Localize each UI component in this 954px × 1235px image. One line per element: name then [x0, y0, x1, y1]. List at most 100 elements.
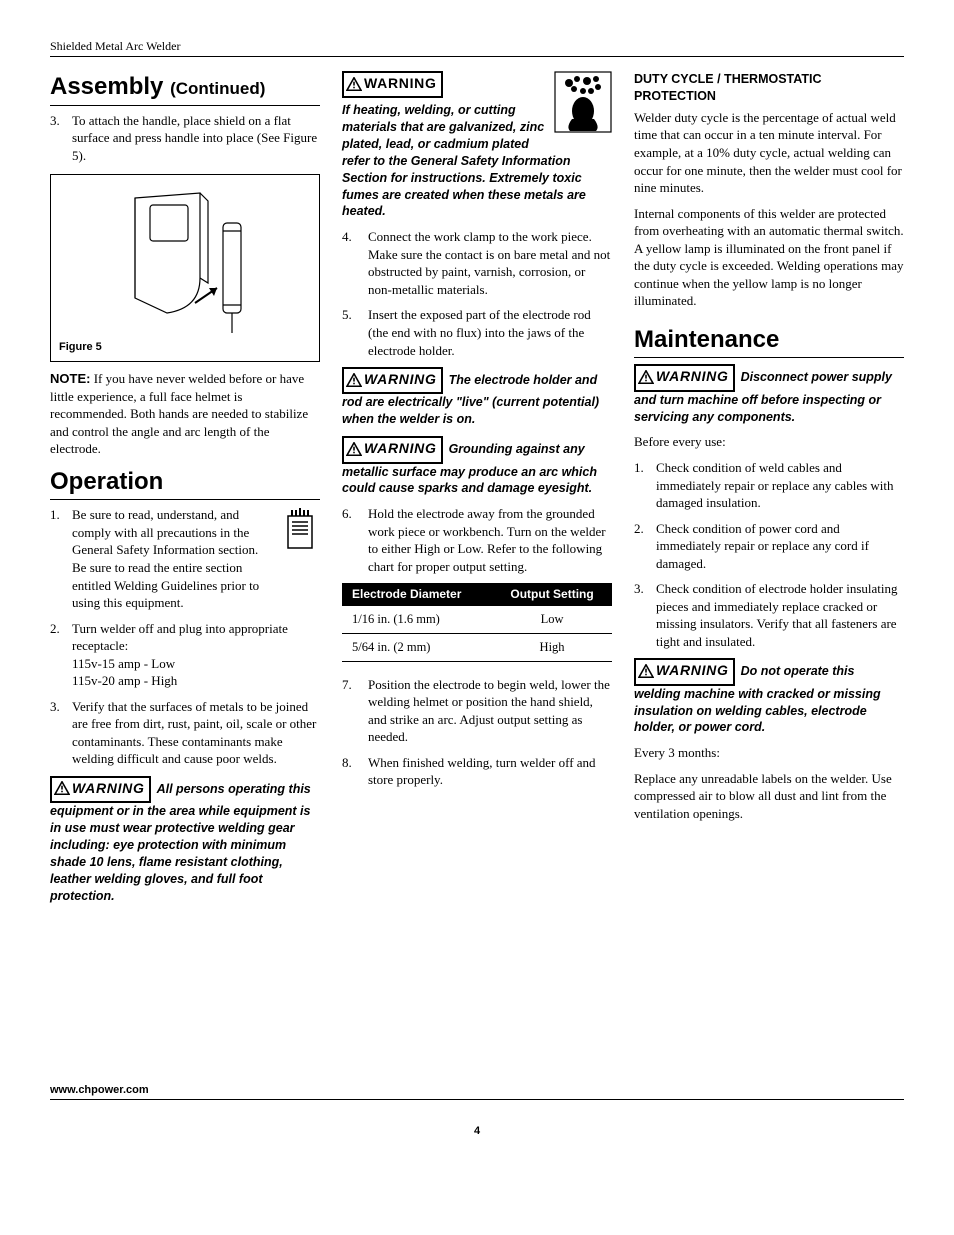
table-row: 5/64 in. (2 mm) High	[342, 633, 612, 661]
item-text: Check condition of weld cables and immed…	[656, 459, 904, 512]
item-number: 6.	[342, 505, 362, 575]
table-header: Output Setting	[492, 583, 612, 605]
item-number: 1.	[50, 506, 66, 611]
electrode-table: Electrode Diameter Output Setting 1/16 i…	[342, 583, 612, 661]
warning-label: WARNING	[364, 74, 437, 93]
warning-rest: equipment or in the area while equipment…	[50, 804, 310, 902]
maintenance-list: 1. Check condition of weld cables and im…	[634, 459, 904, 650]
item-text: Connect the work clamp to the work piece…	[368, 228, 612, 298]
list-item: 2. Check condition of power cord and imm…	[634, 520, 904, 573]
warning-triangle-icon	[346, 77, 362, 91]
item-text: Check condition of power cord and immedi…	[656, 520, 904, 573]
list-item: 7. Position the electrode to begin weld,…	[342, 676, 612, 746]
assembly-list: 3. To attach the handle, place shield on…	[50, 112, 320, 165]
item-number: 3.	[50, 698, 66, 768]
column-2: WARNING If heating, welding, or cutting …	[342, 71, 612, 912]
item-number: 7.	[342, 676, 362, 746]
warning-badge: WARNING	[342, 436, 443, 463]
list-item: 8. When finished welding, turn welder of…	[342, 754, 612, 789]
operation-heading: Operation	[50, 466, 320, 500]
item-text: To attach the handle, place shield on a …	[72, 112, 320, 165]
operation-list-cont-c: 7. Position the electrode to begin weld,…	[342, 676, 612, 789]
content-columns: Assembly (Continued) 3. To attach the ha…	[50, 71, 904, 912]
warning-triangle-icon	[638, 664, 654, 678]
item-text: When finished welding, turn welder off a…	[368, 754, 612, 789]
warning-triangle-icon	[54, 781, 70, 795]
warning-cracked: WARNINGDo not operate this welding machi…	[634, 658, 904, 736]
warning-badge: WARNING	[634, 364, 735, 391]
figure-5-illustration	[95, 183, 275, 341]
list-item: 2. Turn welder off and plug into appropr…	[50, 620, 320, 690]
operation-list-cont-a: 4. Connect the work clamp to the work pi…	[342, 228, 612, 359]
warning-badge: WARNING	[342, 71, 443, 98]
assembly-title: Assembly	[50, 73, 163, 100]
warning-lead: All persons operating this	[157, 782, 311, 796]
warning-disconnect: WARNINGDisconnect power supply and turn …	[634, 364, 904, 425]
th-text: Output Setting	[510, 587, 593, 601]
item-number: 1.	[634, 459, 650, 512]
list-item: 4. Connect the work clamp to the work pi…	[342, 228, 612, 298]
item-text: Turn welder off and plug into appropriat…	[72, 620, 320, 690]
list-item: 1. Be sure to read, understand, and comp…	[50, 506, 272, 611]
warning-triangle-icon	[346, 442, 362, 456]
warning-grounding: WARNINGGrounding against any metallic su…	[342, 436, 612, 497]
assembly-continued: (Continued)	[170, 79, 265, 98]
warning-persons: WARNING All persons operating this equipm…	[50, 776, 320, 905]
every-3-months: Every 3 months:	[634, 744, 904, 762]
manual-icon	[280, 506, 320, 554]
every-3-months-text: Replace any unreadable labels on the wel…	[634, 770, 904, 823]
figure-5-box: Figure 5	[50, 174, 320, 362]
item-number: 3.	[634, 580, 650, 650]
item-text: Verify that the surfaces of metals to be…	[72, 698, 320, 768]
warning-badge: WARNING	[342, 367, 443, 394]
page-header: Shielded Metal Arc Welder	[50, 38, 904, 54]
item-text: Insert the exposed part of the electrode…	[368, 306, 612, 359]
table-cell: Low	[492, 606, 612, 633]
item-number: 2.	[634, 520, 650, 573]
item-number: 2.	[50, 620, 66, 690]
note-label: NOTE:	[50, 371, 90, 386]
fumes-icon	[554, 71, 612, 133]
page-number: 4	[50, 1124, 904, 1139]
item-number: 5.	[342, 306, 362, 359]
item-main: Turn welder off and plug into appropriat…	[72, 621, 288, 654]
warning-live: WARNINGThe electrode holder and rod are …	[342, 367, 612, 428]
list-item: 3. To attach the handle, place shield on…	[50, 112, 320, 165]
item-sub: 115v-15 amp - Low	[72, 656, 175, 671]
warning-badge: WARNING	[50, 776, 151, 803]
duty-p1: Welder duty cycle is the percentage of a…	[634, 109, 904, 197]
item-number: 3.	[50, 112, 66, 165]
warning-label: WARNING	[656, 661, 729, 680]
list-item: 5. Insert the exposed part of the electr…	[342, 306, 612, 359]
assembly-heading: Assembly (Continued)	[50, 71, 320, 105]
warning-label: WARNING	[72, 779, 145, 798]
before-every-use: Before every use:	[634, 433, 904, 451]
warning-triangle-icon	[638, 370, 654, 384]
table-header: Electrode Diameter	[342, 583, 492, 605]
list-item: 1. Check condition of weld cables and im…	[634, 459, 904, 512]
operation-list-cont-b: 6. Hold the electrode away from the grou…	[342, 505, 612, 575]
duty-cycle-heading: DUTY CYCLE / THERMOSTATIC PROTECTION	[634, 71, 904, 105]
table-cell: High	[492, 633, 612, 661]
footer-url: www.chpower.com	[50, 1083, 904, 1101]
warning-badge: WARNING	[634, 658, 735, 685]
item-text: Position the electrode to begin weld, lo…	[368, 676, 612, 746]
figure-caption: Figure 5	[59, 340, 102, 355]
column-1: Assembly (Continued) 3. To attach the ha…	[50, 71, 320, 912]
item-number: 8.	[342, 754, 362, 789]
item-text: Check condition of electrode holder insu…	[656, 580, 904, 650]
th-text: Electrode Diameter	[352, 587, 461, 601]
header-rule	[50, 56, 904, 57]
warning-label: WARNING	[364, 439, 437, 458]
item-sub: 115v-20 amp - High	[72, 673, 177, 688]
warning-triangle-icon	[346, 373, 362, 387]
item-text: Hold the electrode away from the grounde…	[368, 505, 612, 575]
warning-label: WARNING	[364, 370, 437, 389]
table-cell: 5/64 in. (2 mm)	[342, 633, 492, 661]
item-number: 4.	[342, 228, 362, 298]
duty-p2: Internal components of this welder are p…	[634, 205, 904, 310]
table-row: 1/16 in. (1.6 mm) Low	[342, 606, 612, 633]
column-3: DUTY CYCLE / THERMOSTATIC PROTECTION Wel…	[634, 71, 904, 912]
list-item: 3. Verify that the surfaces of metals to…	[50, 698, 320, 768]
note-paragraph: NOTE: If you have never welded before or…	[50, 370, 320, 458]
